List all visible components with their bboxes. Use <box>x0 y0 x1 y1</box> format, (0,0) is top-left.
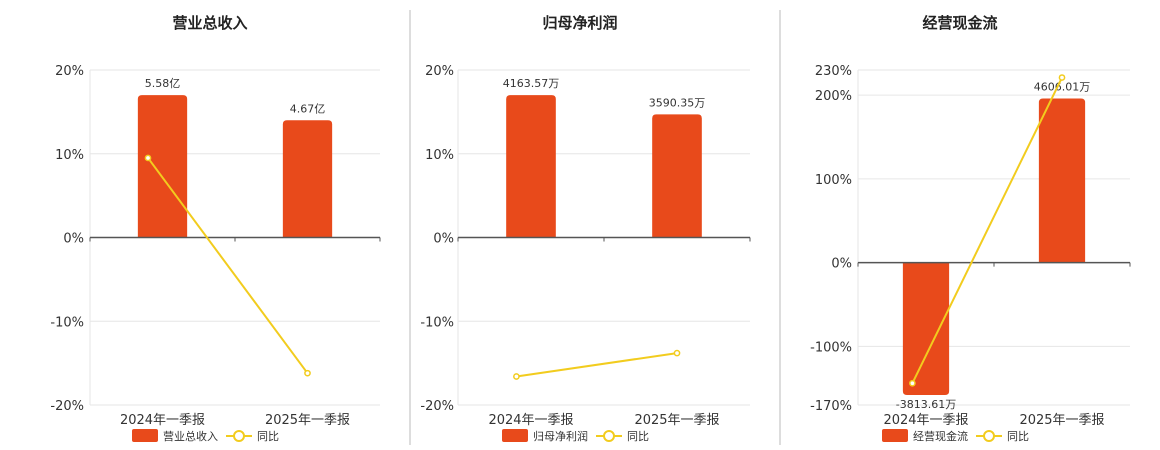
x-category-label: 2025年一季报 <box>634 413 719 428</box>
x-category-label: 2025年一季报 <box>1019 413 1104 428</box>
y-tick-label: 10% <box>425 148 454 163</box>
bar[interactable] <box>137 95 188 238</box>
legend: 归母净利润 同比 <box>502 429 649 443</box>
bar-data-label: 4163.57万 <box>503 77 560 90</box>
bar-data-label: -3813.61万 <box>896 398 956 411</box>
legend-bar-label: 营业总收入 <box>163 429 218 443</box>
bar[interactable] <box>506 95 556 238</box>
bar[interactable] <box>282 120 333 238</box>
y-tick-label: -170% <box>810 399 852 414</box>
y-tick-label: 230% <box>815 64 852 79</box>
yoy-line <box>147 157 309 374</box>
yoy-line <box>911 77 1063 384</box>
yoy-point[interactable] <box>144 154 152 162</box>
legend-line-label: 同比 <box>1007 430 1029 443</box>
y-tick-label: 0% <box>63 232 84 247</box>
y-tick-label: 200% <box>815 89 852 104</box>
y-tick-label: 100% <box>815 173 852 188</box>
yoy-point[interactable] <box>909 379 916 387</box>
y-tick-label: -100% <box>810 340 852 355</box>
legend-bar-label: 归母净利润 <box>533 429 588 443</box>
y-tick-label: -10% <box>420 315 454 330</box>
bar-data-label: 5.58亿 <box>145 77 181 90</box>
legend-bar-swatch[interactable] <box>882 429 908 442</box>
y-tick-label: 0% <box>433 232 454 247</box>
x-category-label: 2024年一季报 <box>883 413 968 428</box>
yoy-point[interactable] <box>513 373 520 380</box>
chart-title: 归母净利润 <box>542 14 617 32</box>
chart-panel-1: 营业总收入 20% 10% 0% -10% -20% 5.58亿 4.67亿 2024年一季报 2… <box>50 14 381 443</box>
bar-data-label: 3590.35万 <box>649 96 706 109</box>
yoy-point[interactable] <box>304 369 311 377</box>
y-tick-label: -20% <box>420 399 454 414</box>
y-tick-label: -20% <box>50 399 84 414</box>
yoy-line <box>516 352 678 378</box>
legend-bar-label: 经营现金流 <box>913 429 968 443</box>
x-category-label: 2024年一季报 <box>120 413 205 428</box>
y-tick-label: 20% <box>55 64 84 79</box>
legend-line-marker <box>603 430 615 442</box>
y-tick-label: 20% <box>425 64 454 79</box>
y-tick-label: 0% <box>831 257 852 272</box>
legend-bar-swatch[interactable] <box>132 429 158 442</box>
legend-line-marker <box>983 430 995 442</box>
chart-panel-3: 经营现金流 230% 200% 100% 0% -100% -170% -3813.61万 46… <box>810 14 1131 443</box>
y-tick-label: 10% <box>55 148 84 163</box>
yoy-point[interactable] <box>1058 74 1066 81</box>
bar-data-label: 4.67亿 <box>290 102 326 115</box>
chart-title: 营业总收入 <box>172 14 247 32</box>
legend: 营业总收入 同比 <box>132 429 279 443</box>
legend-line-label: 同比 <box>257 430 279 443</box>
yoy-point[interactable] <box>673 349 681 357</box>
bar[interactable] <box>902 262 950 395</box>
bar[interactable] <box>652 114 702 238</box>
bar[interactable] <box>1038 98 1086 263</box>
legend-bar-swatch[interactable] <box>502 429 528 442</box>
bar-data-label: 4606.01万 <box>1034 80 1091 93</box>
x-category-label: 2025年一季报 <box>265 413 350 428</box>
legend-line-marker <box>233 430 245 442</box>
x-category-label: 2024年一季报 <box>488 413 573 428</box>
y-tick-label: -10% <box>50 315 84 330</box>
chart-title: 经营现金流 <box>922 14 997 32</box>
legend-line-label: 同比 <box>627 430 649 443</box>
legend: 经营现金流 同比 <box>882 429 1029 443</box>
chart-panel-2: 归母净利润 20% 10% 0% -10% -20% 4163.57万 3590.35万 202… <box>420 14 751 443</box>
